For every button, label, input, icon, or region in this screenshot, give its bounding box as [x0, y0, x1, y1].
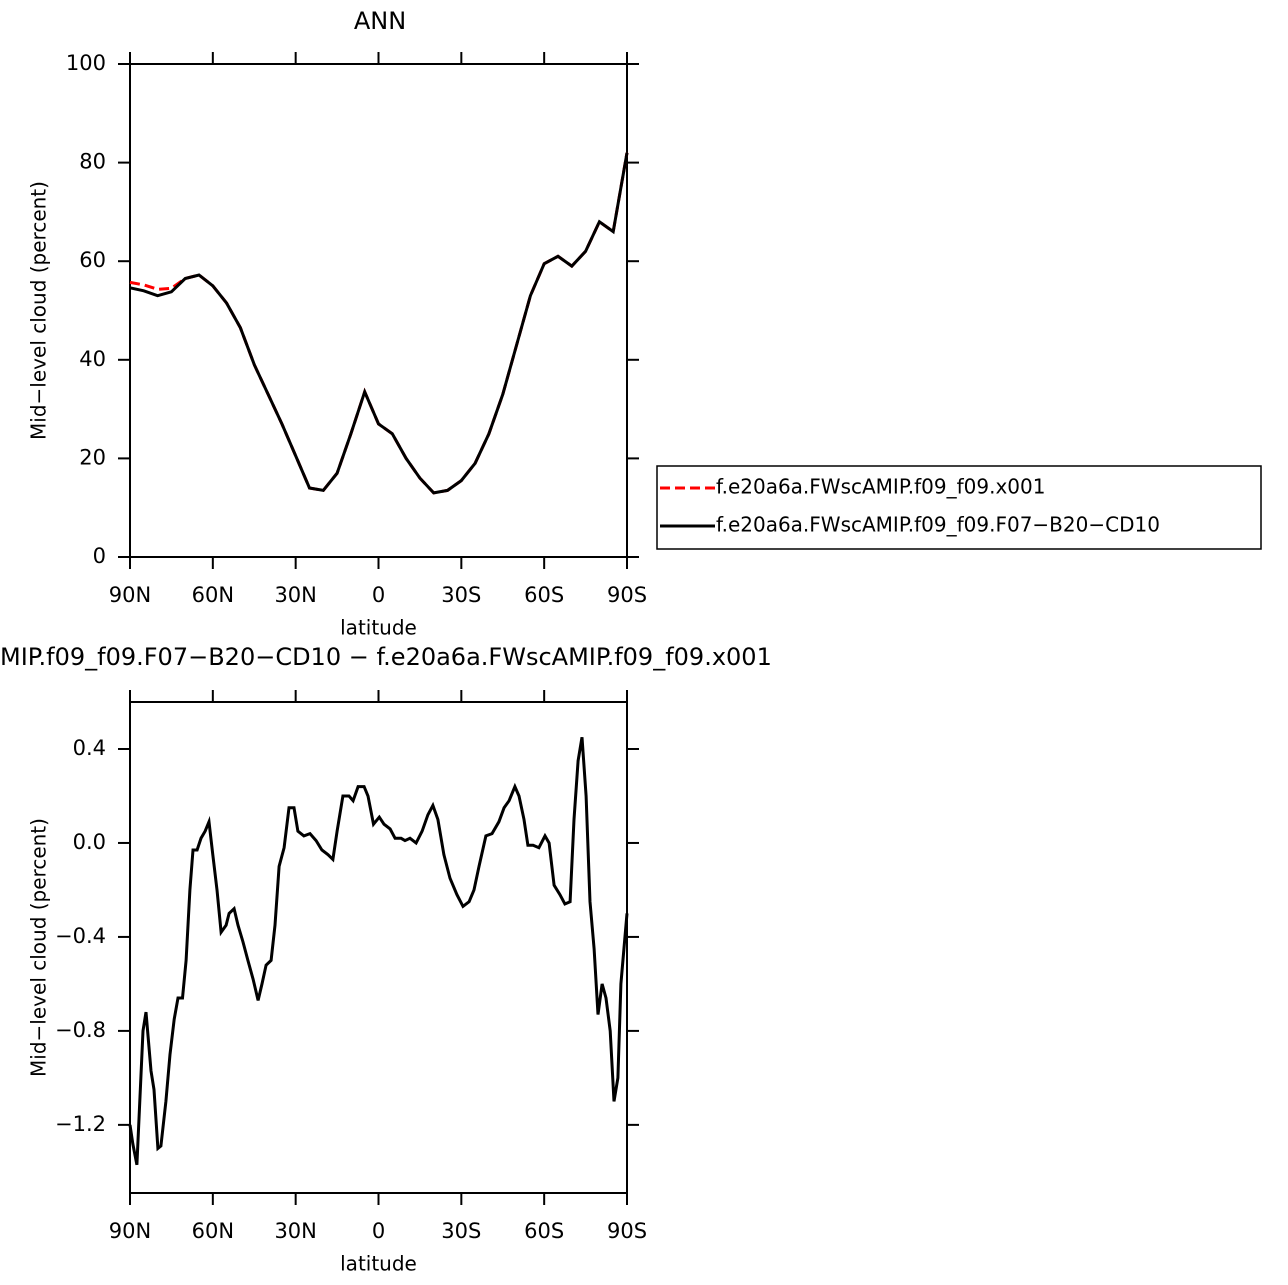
x-tick-label: 60N — [192, 1219, 234, 1243]
y-tick-label: 100 — [66, 51, 106, 75]
y-tick-label: 20 — [79, 445, 106, 469]
x-tick-label: 60S — [524, 1219, 564, 1243]
y-tick-label: 0.0 — [73, 830, 106, 854]
x-tick-label: 30S — [441, 1219, 481, 1243]
y-axis-label: Mid−level cloud (percent) — [27, 181, 51, 440]
x-axis-label: latitude — [340, 616, 417, 640]
x-tick-label: 60N — [192, 583, 234, 607]
y-tick-label: −0.8 — [55, 1018, 106, 1042]
data-line — [129, 152, 629, 495]
data-line — [128, 736, 629, 1166]
y-tick-label: −0.4 — [55, 924, 106, 948]
x-tick-label: 90N — [109, 1219, 151, 1243]
legend-box — [656, 465, 1262, 550]
plot-frame — [129, 63, 628, 558]
x-tick-label: 90S — [607, 583, 647, 607]
y-axis-label: Mid−level cloud (percent) — [27, 818, 51, 1077]
chart-title: MIP.f09_f09.F07−B20−CD10 − f.e20a6a.FWsc… — [0, 643, 772, 671]
data-line — [129, 152, 629, 495]
y-tick-label: 80 — [79, 150, 106, 174]
plot-frame — [129, 701, 628, 1194]
y-tick-label: 0 — [93, 544, 106, 568]
x-axis-label: latitude — [340, 1252, 417, 1276]
x-tick-label: 30N — [274, 1219, 316, 1243]
y-tick-label: 60 — [79, 248, 106, 272]
y-tick-label: 0.4 — [73, 736, 106, 760]
chart-title: ANN — [354, 7, 406, 35]
x-tick-label: 90N — [109, 583, 151, 607]
legend-label: f.e20a6a.FWscAMIP.f09_f09.F07−B20−CD10 — [716, 513, 1160, 537]
x-tick-label: 0 — [372, 1219, 385, 1243]
legend-label: f.e20a6a.FWscAMIP.f09_f09.x001 — [716, 475, 1045, 499]
x-tick-label: 30N — [274, 583, 316, 607]
y-tick-label: −1.2 — [55, 1112, 106, 1136]
x-tick-label: 90S — [607, 1219, 647, 1243]
y-tick-label: 40 — [79, 347, 106, 371]
x-tick-label: 60S — [524, 583, 564, 607]
x-tick-label: 30S — [441, 583, 481, 607]
x-tick-label: 0 — [372, 583, 385, 607]
